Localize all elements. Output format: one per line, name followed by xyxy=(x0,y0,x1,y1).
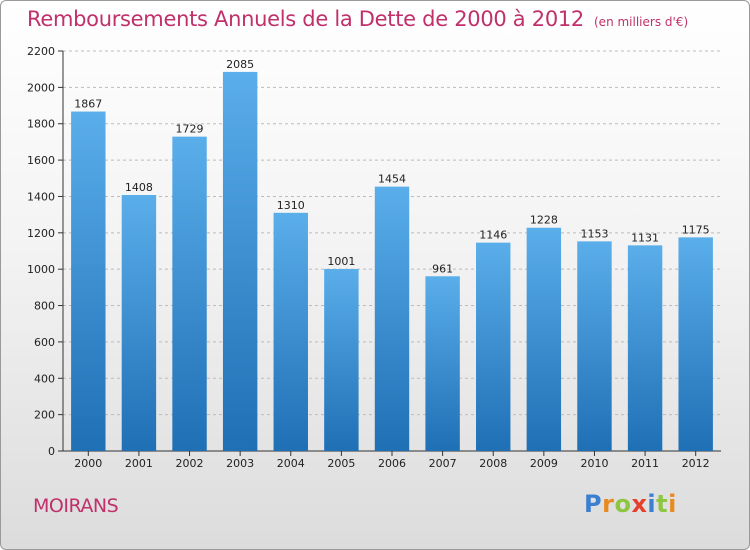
y-tick-label: 1400 xyxy=(27,190,55,203)
bar-2000 xyxy=(71,111,106,451)
x-tick-label: 2011 xyxy=(631,457,659,470)
bar-value-label: 1867 xyxy=(74,98,102,111)
bar-value-label: 1131 xyxy=(631,231,659,244)
logo-letter: P xyxy=(584,490,603,518)
city-name: MOIRANS xyxy=(33,495,119,517)
logo-letter: t xyxy=(656,490,669,518)
x-tick-label: 2001 xyxy=(125,457,153,470)
x-tick-label: 2004 xyxy=(277,457,305,470)
logo-letter: i xyxy=(647,490,657,518)
y-tick-label: 2000 xyxy=(27,81,55,94)
x-tick-label: 2005 xyxy=(327,457,355,470)
x-tick-label: 2008 xyxy=(479,457,507,470)
bar-value-label: 2085 xyxy=(226,58,254,71)
x-tick-label: 2009 xyxy=(530,457,558,470)
x-tick-label: 2007 xyxy=(429,457,457,470)
bar-2008 xyxy=(476,242,511,451)
y-tick-label: 1600 xyxy=(27,154,55,167)
bar-2006 xyxy=(374,186,410,452)
x-tick-label: 2002 xyxy=(176,457,204,470)
bar-value-label: 1153 xyxy=(580,227,608,240)
x-tick-label: 2010 xyxy=(580,457,608,470)
x-tick-label: 2012 xyxy=(682,457,710,470)
bar-2003 xyxy=(222,71,258,451)
y-tick-label: 0 xyxy=(48,445,55,458)
logo-letter: r xyxy=(602,490,615,518)
y-tick-label: 2200 xyxy=(27,45,55,58)
bar-2001 xyxy=(121,195,157,451)
x-tick-label: 2006 xyxy=(378,457,406,470)
y-tick-label: 600 xyxy=(34,336,55,349)
logo-letter: o xyxy=(614,490,632,518)
y-tick-label: 1200 xyxy=(27,227,55,240)
logo-letter: x xyxy=(631,490,648,518)
bar-2011 xyxy=(627,245,663,451)
bar-value-label: 1408 xyxy=(125,181,153,194)
bar-2012 xyxy=(678,237,713,451)
chart-subtitle: (en milliers d'€) xyxy=(594,15,689,29)
bar-value-label: 1228 xyxy=(530,214,558,227)
y-tick-label: 800 xyxy=(34,300,55,313)
bar-2004 xyxy=(273,212,308,451)
bar-value-label: 961 xyxy=(432,262,453,275)
x-tick-label: 2000 xyxy=(74,457,102,470)
bar-2009 xyxy=(526,227,562,451)
proxiti-logo: Proxiti xyxy=(584,490,677,518)
y-tick-label: 200 xyxy=(34,409,55,422)
y-tick-label: 1000 xyxy=(27,263,55,276)
bar-value-label: 1146 xyxy=(479,229,507,242)
x-tick-label: 2003 xyxy=(226,457,254,470)
bars xyxy=(71,71,713,452)
logo-letter: i xyxy=(668,490,677,518)
bar-value-label: 1175 xyxy=(682,223,710,236)
bar-value-label: 1729 xyxy=(176,123,204,136)
chart-title-text: Remboursements Annuels de la Dette de 20… xyxy=(27,7,584,31)
y-tick-label: 400 xyxy=(34,372,55,385)
bar-value-label: 1001 xyxy=(327,255,355,268)
y-tick-label: 1800 xyxy=(27,118,55,131)
bar-value-label: 1310 xyxy=(277,199,305,212)
bar-2002 xyxy=(172,136,207,452)
bar-value-label: 1454 xyxy=(378,173,406,186)
chart-title: Remboursements Annuels de la Dette de 20… xyxy=(27,7,688,31)
axes: 0 200 400 600 800 1000 1200 1400 1600 1800 2000 220… xyxy=(27,45,721,470)
bar-2010 xyxy=(577,241,612,451)
bar-2005 xyxy=(324,269,359,451)
bar-2007 xyxy=(425,276,460,451)
value-labels: 1867 1408 1729 2085 1310 1001 1454 961 1146 1228 1… xyxy=(74,58,709,275)
